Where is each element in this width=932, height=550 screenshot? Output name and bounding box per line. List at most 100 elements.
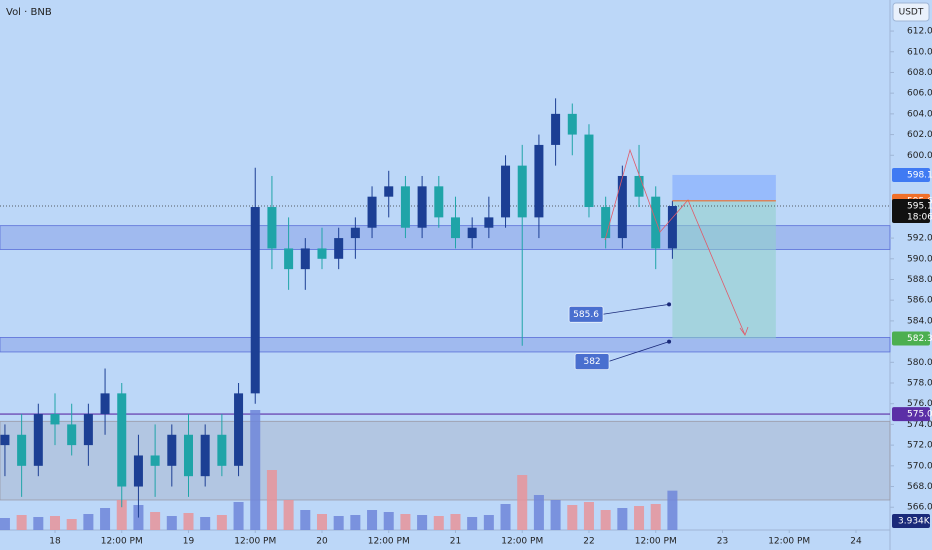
volume-bar — [100, 508, 111, 530]
target-area — [672, 200, 776, 339]
candle-body — [417, 186, 427, 228]
overlays: 585.6 582 — [568, 200, 776, 371]
y-tick-label: 570.0 — [907, 461, 932, 471]
volume-bar — [634, 506, 645, 530]
volume-bar — [200, 517, 211, 530]
candle-body — [167, 434, 177, 466]
volume-bar — [483, 515, 494, 530]
volume-bar — [183, 513, 194, 530]
candle-body — [350, 227, 360, 239]
volume-bar — [650, 504, 661, 530]
x-tick-label: 22 — [583, 537, 594, 547]
stop-area — [672, 174, 776, 201]
volume-bar — [250, 410, 261, 530]
x-tick-label: 20 — [316, 537, 328, 547]
candle-body — [300, 248, 310, 270]
candle-body — [217, 434, 227, 466]
volume-bar — [300, 510, 311, 530]
y-tick-label: 586.0 — [907, 296, 932, 306]
candle-body — [317, 248, 327, 259]
candle-body — [133, 455, 143, 487]
y-tick-label: 566.0 — [907, 503, 932, 513]
volume-bar — [216, 515, 227, 530]
volume-bar — [567, 505, 578, 530]
volume-bar — [367, 510, 378, 530]
volume-bar — [383, 512, 394, 530]
volume-bar — [517, 475, 528, 530]
zones — [0, 174, 891, 501]
volume-bar — [233, 502, 244, 530]
y-tick-label: 574.0 — [907, 420, 932, 430]
x-tick-label: 12:00 PM — [368, 537, 410, 547]
currency-box[interactable] — [892, 2, 930, 22]
volume-bar — [333, 516, 344, 530]
candle-body — [17, 434, 27, 466]
candle-body — [467, 227, 477, 239]
candle-body — [484, 217, 494, 228]
callout-line — [602, 303, 670, 315]
volume-marker — [892, 514, 930, 528]
candle-body — [284, 248, 294, 270]
callout-point — [667, 302, 672, 307]
level-marker-label: 575.0 — [907, 410, 932, 420]
volume-bar — [600, 510, 611, 530]
volume-marker-label: 3.934K — [898, 517, 931, 527]
candle-body — [67, 424, 77, 446]
candle-body — [567, 113, 577, 135]
candle-body — [434, 186, 444, 218]
volume-bar — [150, 512, 161, 530]
candle-body — [33, 414, 43, 466]
zone — [0, 420, 891, 501]
candle-body — [367, 196, 377, 228]
candle-body — [183, 434, 193, 477]
y-tick-label: 600.0 — [907, 151, 932, 161]
y-tick-label: 592.0 — [907, 234, 932, 244]
x-tick-label: 12:00 PM — [501, 537, 543, 547]
x-tick-label: 12:00 PM — [768, 537, 810, 547]
candle-body — [450, 217, 460, 239]
y-tick-label: 572.0 — [907, 441, 932, 451]
candle-body — [150, 455, 160, 466]
volume-bar — [316, 514, 327, 530]
volume-bar — [433, 516, 444, 530]
y-tick-label: 568.0 — [907, 482, 932, 492]
candle-body — [234, 393, 244, 466]
volume-bar — [16, 515, 27, 530]
volume-bar — [533, 495, 544, 530]
volume-bar — [583, 502, 594, 530]
x-tick-label: 21 — [450, 537, 461, 547]
x-tick-label: 18 — [49, 537, 61, 547]
y-tick-label: 604.0 — [907, 109, 932, 119]
zone — [0, 337, 891, 353]
candle-body — [634, 175, 644, 197]
level-marker — [892, 407, 930, 422]
candle-body — [117, 393, 127, 487]
price-marker — [892, 331, 930, 346]
candle-body — [100, 393, 110, 415]
candle-body — [617, 175, 627, 239]
volume-bar — [550, 500, 561, 530]
y-tick-label: 608.0 — [907, 68, 932, 78]
countdown: 18:06 — [907, 212, 932, 222]
volume-bar — [166, 516, 177, 530]
callout-label: 585.6 — [573, 310, 599, 320]
x-tick-label: 12:00 PM — [234, 537, 276, 547]
volume-bar — [450, 514, 461, 530]
volume-bar — [283, 500, 294, 530]
candle-body — [334, 238, 344, 259]
x-tick-label: 24 — [850, 537, 862, 547]
y-tick-label: 578.0 — [907, 379, 932, 389]
candle-body — [50, 414, 60, 425]
callout-point — [667, 339, 672, 344]
candle-body — [517, 165, 527, 218]
volume-bar — [500, 504, 511, 530]
last-price-marker-label: 595.1 — [907, 201, 932, 211]
callout-line — [607, 341, 670, 362]
candle-body — [83, 414, 93, 446]
callout-box — [568, 305, 604, 323]
currency: USDT — [899, 8, 924, 18]
y-tick-label: 606.0 — [907, 89, 932, 99]
volume-bar — [0, 518, 10, 530]
